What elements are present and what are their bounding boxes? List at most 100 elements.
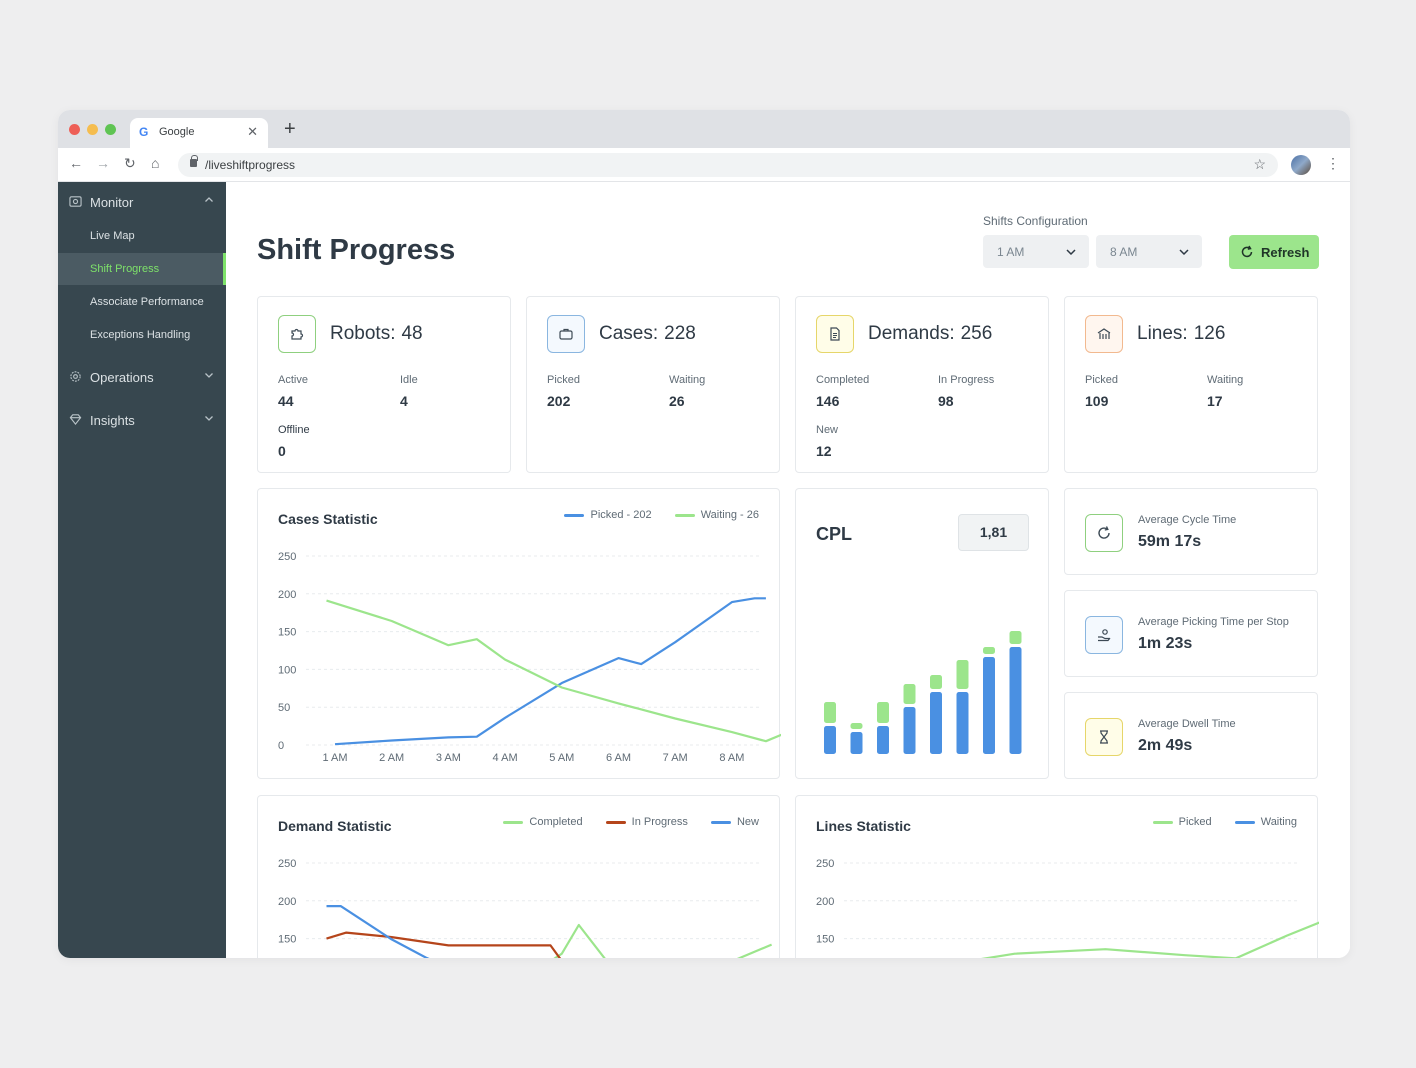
metric-label: Average Cycle Time [1138, 514, 1237, 526]
sidebar-item-label: Associate Performance [90, 296, 204, 308]
cases-title: Cases: 228 [599, 323, 696, 345]
y-tick-label: 250 [816, 858, 834, 870]
sidebar-item-live-map[interactable]: Live Map [58, 220, 226, 252]
close-window-button[interactable] [69, 124, 80, 135]
y-tick-label: 150 [816, 934, 834, 946]
lines-picked-label: Picked [1085, 374, 1119, 386]
new-tab-plus-icon[interactable]: + [284, 118, 296, 140]
legend-label: In Progress [631, 816, 688, 828]
sidebar-item-exceptions-handling[interactable]: Exceptions Handling [58, 319, 226, 351]
legend-item-waiting: Waiting - 26 [674, 509, 759, 521]
browser-window: G Google ✕ + ← → ↻ ⌂ /liveshiftprogress … [58, 110, 1350, 958]
lines-waiting-value: 17 [1207, 393, 1223, 409]
cpl-bar-base [877, 726, 889, 754]
tab-title: Google [159, 126, 195, 138]
url-field[interactable]: /liveshiftprogress ☆ [178, 153, 1278, 177]
cases-card: Cases: 228 Picked 202 Waiting 26 [526, 296, 780, 473]
chevron-up-icon [205, 197, 213, 202]
forward-arrow-icon[interactable]: → [96, 155, 110, 171]
legend-swatch [605, 820, 626, 824]
legend-item-picked: Picked [1152, 816, 1212, 828]
legend-label: Picked [1178, 816, 1212, 828]
demands-label: Demands: [868, 323, 955, 344]
sidebar-item-associate-performance[interactable]: Associate Performance [58, 286, 226, 318]
home-icon[interactable]: ⌂ [151, 155, 160, 171]
lines-count: 126 [1193, 323, 1226, 344]
cpl-bar-top [956, 660, 969, 689]
lines-card: Lines: 126 Picked 109 Waiting 17 [1064, 296, 1318, 473]
profile-avatar[interactable] [1291, 155, 1311, 175]
sidebar-item-shift-progress[interactable]: Shift Progress [58, 253, 226, 285]
cases-statistic-title: Cases Statistic [278, 511, 378, 527]
cases-statistic-chart: 250 200 150 100 50 0 1 AM 2 AM 3 AM 4 AM 5 AM 6 AM 7… [278, 551, 781, 764]
browser-tab[interactable]: G Google ✕ [130, 118, 268, 148]
legend-swatch [1234, 820, 1255, 824]
back-arrow-icon[interactable]: ← [69, 155, 83, 171]
legend-item-completed: Completed [503, 816, 583, 828]
cpl-bar-base [1009, 647, 1022, 754]
cases-chart-legend: Picked - 202 Waiting - 26 [544, 509, 759, 521]
cpl-bar-top [850, 723, 863, 729]
cpl-bar-top [983, 647, 995, 654]
refresh-button[interactable]: Refresh [1229, 235, 1319, 269]
x-tick-label: 6 AM [606, 752, 631, 764]
series-line-waiting-26 [326, 599, 781, 743]
lines-label: Lines: [1137, 323, 1188, 344]
cases-label: Cases: [599, 323, 659, 344]
y-tick-label: 200 [816, 896, 834, 908]
lines-chart-legend: Picked Waiting [1133, 816, 1297, 828]
sidebar-group-label: Operations [90, 370, 154, 385]
demand-statistic-card: Demand Statistic Completed In Progress N… [257, 795, 780, 958]
sidebar-group-monitor[interactable]: Monitor [58, 182, 226, 222]
cpl-value: 1,81 [979, 524, 1008, 540]
shifts-configuration-label: Shifts Configuration [983, 214, 1088, 228]
google-favicon-icon: G [139, 125, 149, 139]
x-tick-label: 7 AM [663, 752, 688, 764]
cases-waiting-label: Waiting [669, 374, 706, 386]
sidebar-group-operations[interactable]: Operations [58, 357, 226, 397]
x-tick-label: 4 AM [493, 752, 518, 764]
maximize-window-button[interactable] [105, 124, 116, 135]
y-tick-label: 200 [278, 589, 296, 601]
sidebar-item-label: Live Map [90, 230, 135, 242]
demands-count: 256 [960, 323, 993, 344]
metric-value: 1m 23s [1138, 635, 1193, 652]
demands-in-progress-label: In Progress [938, 374, 995, 386]
hand-icon [1085, 616, 1123, 654]
legend-label: Waiting - 26 [700, 509, 759, 521]
cpl-bar-top [930, 675, 942, 689]
minimize-window-button[interactable] [87, 124, 98, 135]
legend-swatch [710, 820, 731, 824]
gear-icon [70, 371, 81, 382]
bookmark-star-icon[interactable]: ☆ [1253, 156, 1266, 172]
reload-icon[interactable]: ↻ [124, 155, 136, 171]
shift-start-select[interactable]: 1 AM [983, 235, 1089, 268]
cpl-bar-base [824, 726, 836, 754]
legend-swatch [1152, 820, 1173, 824]
chevron-down-icon [205, 416, 213, 421]
x-tick-label: 1 AM [322, 752, 347, 764]
shift-end-select[interactable]: 8 AM [1096, 235, 1202, 268]
metric-label: Average Dwell Time [1138, 718, 1236, 730]
shift-end-value: 8 AM [1110, 245, 1138, 259]
cases-statistic-card: Cases Statistic Picked - 202 Waiting - 2… [257, 488, 781, 779]
sidebar: Monitor Live Map Shift Progress Associat… [58, 182, 226, 958]
average-cycle-time-card: Average Cycle Time 59m 17s [1064, 488, 1318, 575]
demands-completed-label: Completed [816, 374, 870, 386]
monitor-icon [69, 196, 82, 207]
demands-new-value: 12 [816, 443, 832, 459]
cpl-bar-chart [824, 631, 1022, 754]
cases-count: 228 [664, 323, 696, 344]
cpl-title: CPL [816, 524, 852, 544]
sidebar-group-insights[interactable]: Insights [58, 400, 226, 440]
cpl-bar-top [1009, 631, 1022, 644]
y-tick-label: 250 [278, 858, 296, 870]
demands-completed-value: 146 [816, 393, 840, 409]
metric-label: Average Picking Time per Stop [1138, 616, 1289, 628]
document-icon [816, 315, 854, 353]
tab-close-icon[interactable]: ✕ [247, 124, 258, 139]
series-line-picked [980, 921, 1319, 958]
lines-picked-value: 109 [1085, 393, 1109, 409]
x-tick-label: 3 AM [436, 752, 461, 764]
browser-menu-icon[interactable]: ⋮ [1326, 155, 1340, 171]
